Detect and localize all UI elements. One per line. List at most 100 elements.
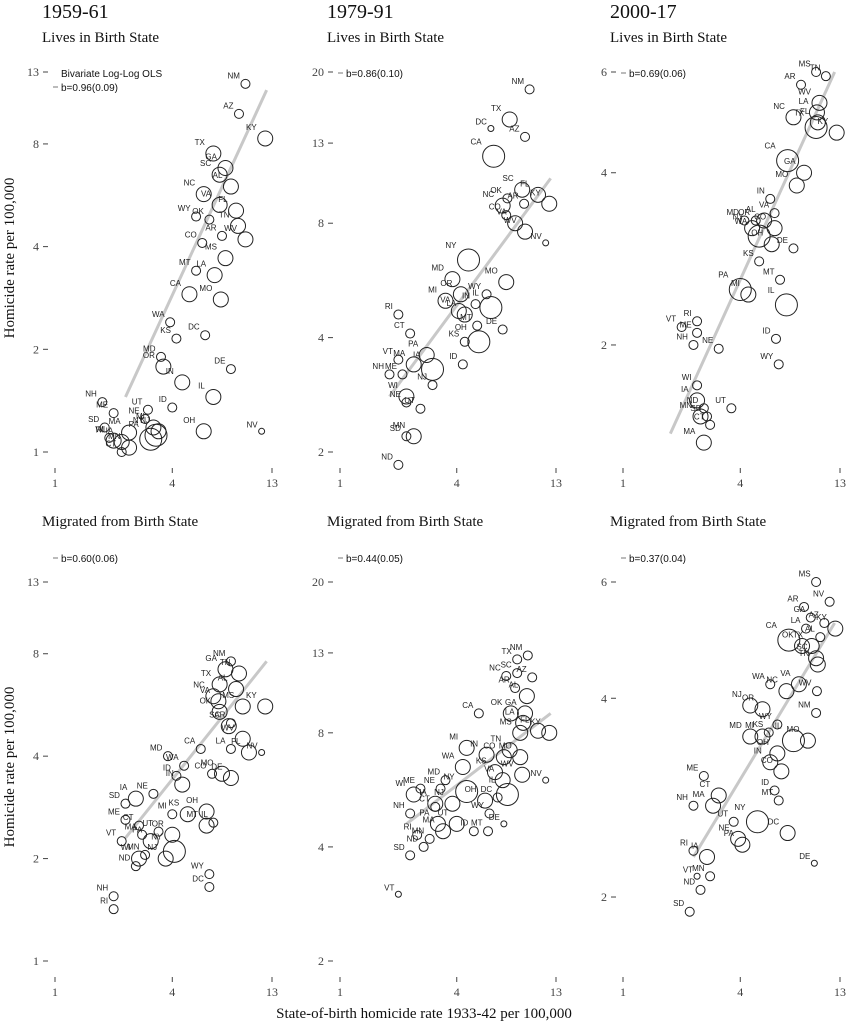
point-label: NJ — [434, 788, 444, 797]
point-label: OR — [152, 819, 164, 828]
point-label: WV — [501, 759, 515, 768]
point-label: MI — [731, 279, 740, 288]
data-point — [131, 850, 148, 867]
data-point — [688, 800, 699, 811]
point-label: NM — [213, 649, 226, 658]
data-point — [120, 798, 131, 809]
point-label: IN — [470, 739, 478, 748]
point-label: AZ — [516, 665, 526, 674]
panel-p21: Migrated from Birth State 1 4 13 1 2 4 8 13 b=0.6… — [27, 514, 278, 999]
point-label: OK — [491, 698, 503, 707]
point-label: IL — [768, 286, 775, 295]
point-label: RI — [684, 309, 692, 318]
point-label: NY — [151, 832, 163, 841]
data-point — [811, 707, 822, 718]
point-label: MS — [500, 717, 512, 726]
y-tick-label: 8 — [33, 137, 39, 151]
point-label: CO — [761, 756, 773, 765]
data-point — [179, 806, 196, 823]
data-point — [191, 211, 202, 222]
point-label: TN — [799, 649, 810, 658]
data-point — [510, 683, 521, 694]
data-point — [225, 364, 236, 375]
data-point — [191, 265, 202, 276]
data-point — [498, 274, 515, 291]
data-point — [457, 248, 481, 272]
data-point — [477, 792, 494, 809]
x-tick-label: 13 — [266, 476, 278, 490]
data-point — [777, 628, 801, 652]
point-label: VA — [484, 765, 495, 774]
y-tick-label: 1 — [33, 445, 39, 459]
point-label: CA — [170, 279, 182, 288]
point-label: AR — [205, 223, 216, 232]
point-label: ID — [761, 778, 769, 787]
point-label: KS — [753, 720, 764, 729]
data-point — [405, 328, 416, 339]
data-point — [824, 596, 835, 607]
point-label: AL — [746, 205, 756, 214]
data-point — [134, 820, 145, 831]
data-point — [440, 775, 451, 786]
panel-p13: 2000-17 Lives in Birth State 1 4 13 2 4 6 b=0.69… — [601, 1, 846, 490]
data-point — [772, 719, 783, 730]
point-label: ID — [762, 326, 770, 335]
point-label: GA — [205, 153, 217, 162]
point-label: WA — [752, 672, 765, 681]
point-label: VT — [383, 347, 393, 356]
data-point — [473, 708, 484, 719]
panel-p12: 1979-91 Lives in Birth State 1 4 13 2 4 8 13 20 b=… — [312, 1, 562, 490]
data-point — [808, 104, 825, 121]
point-label: WV — [504, 216, 518, 225]
data-point — [225, 743, 236, 754]
point-label: NM — [510, 643, 523, 652]
point-label: MS — [222, 691, 234, 700]
y-tick-label: 2 — [601, 338, 607, 352]
data-point — [742, 728, 759, 745]
point-label: DE — [799, 852, 810, 861]
data-point — [120, 814, 131, 825]
data-point — [756, 212, 773, 229]
point-label: MT — [763, 267, 775, 276]
data-point — [828, 124, 845, 141]
point-label: MT — [460, 313, 472, 322]
data-point — [418, 346, 435, 363]
data-point — [730, 830, 747, 847]
point-label: CA — [462, 701, 474, 710]
data-point — [765, 193, 776, 204]
data-point — [788, 243, 799, 254]
point-label: CT — [123, 813, 134, 822]
y-tick-label: 8 — [318, 216, 324, 230]
point-label: WI — [388, 381, 398, 390]
point-label: MS — [799, 570, 811, 579]
point-label: AR — [214, 711, 225, 720]
point-label: CA — [766, 621, 778, 630]
point-label: NE — [702, 336, 713, 345]
point-label: NV — [531, 232, 543, 241]
data-point — [456, 306, 473, 323]
x-tick-label: 4 — [169, 476, 175, 490]
data-point — [684, 906, 695, 917]
data-point — [541, 724, 558, 741]
point-label: WI — [121, 843, 131, 852]
panel-p11: 1959-61 Lives in Birth State 1 4 13 1 2 4 8 13 b=0… — [27, 1, 278, 490]
panel-title: 2000-17 — [610, 1, 677, 23]
data-point — [705, 419, 716, 430]
point-label: IA — [691, 841, 699, 850]
x-tick-label: 13 — [834, 985, 846, 999]
data-point — [692, 316, 703, 327]
data-point — [739, 215, 750, 226]
data-point — [479, 296, 503, 320]
point-label: MO — [199, 284, 212, 293]
point-label: NE — [128, 406, 139, 415]
point-label: UT — [404, 396, 415, 405]
data-point — [710, 787, 727, 804]
data-point — [394, 890, 402, 898]
point-label: NC — [184, 179, 196, 188]
point-label: MA — [693, 790, 706, 799]
point-label: MT — [762, 788, 774, 797]
point-label: IA — [106, 426, 114, 435]
data-point — [695, 434, 712, 451]
data-point — [234, 730, 251, 747]
point-label: WI — [95, 425, 105, 434]
